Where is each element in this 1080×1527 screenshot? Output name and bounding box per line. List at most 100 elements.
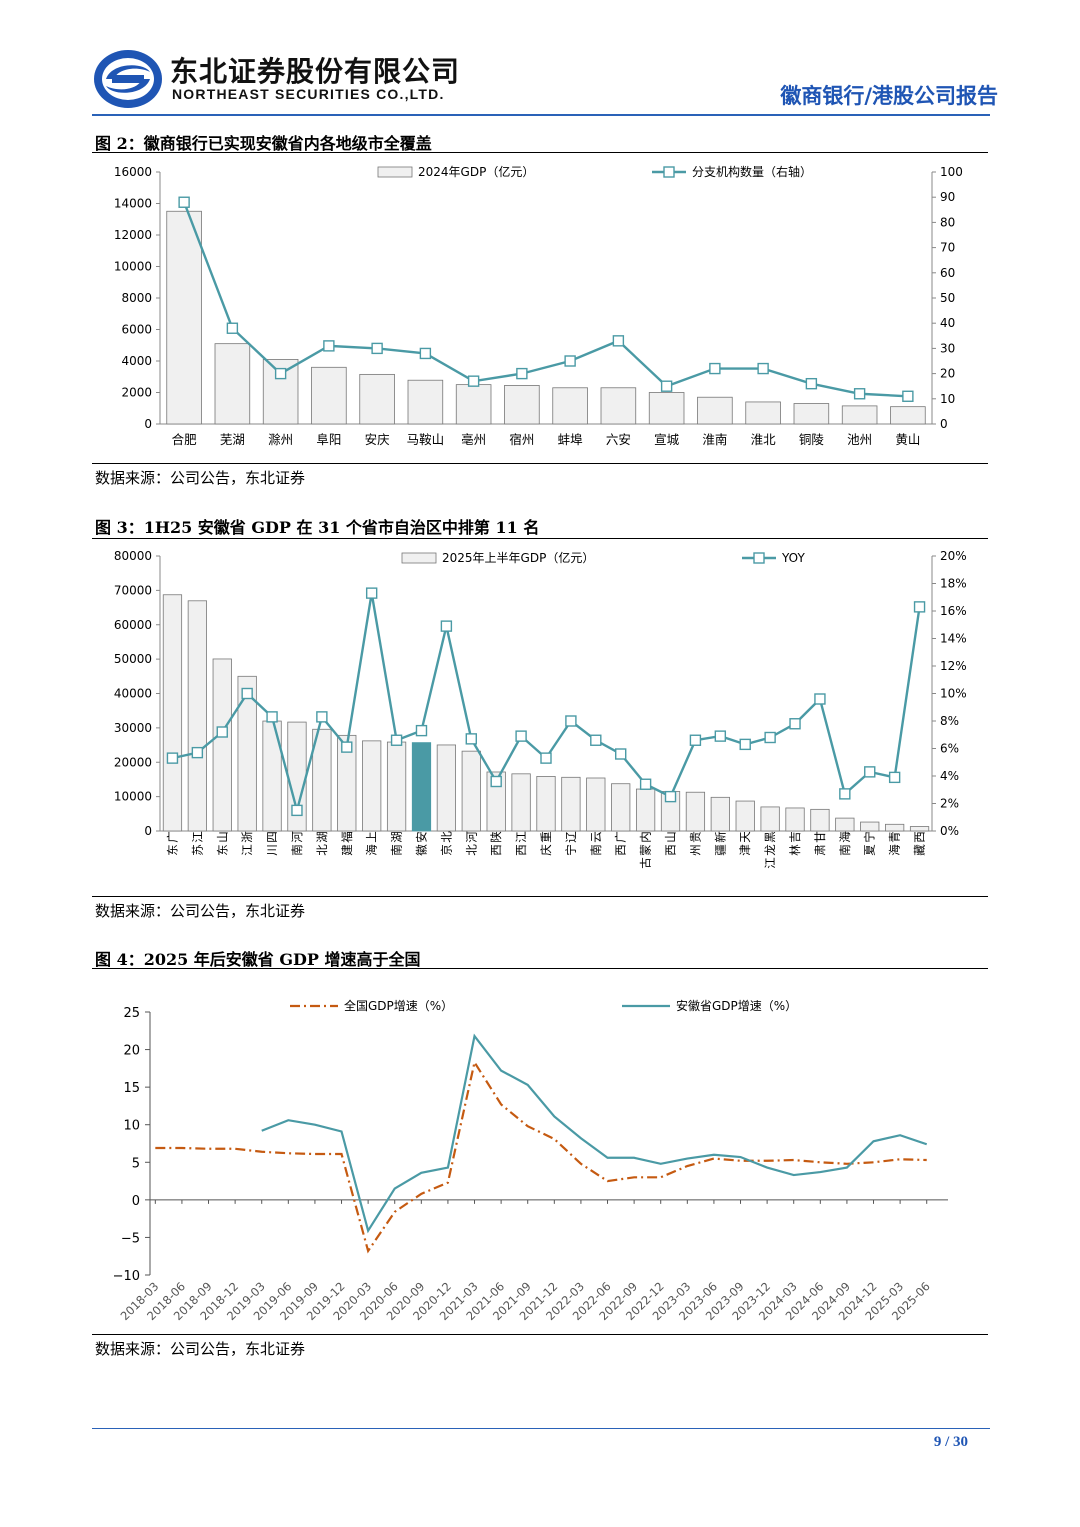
line-marker — [660, 380, 673, 392]
y-left-tick-label: 8000 — [121, 291, 152, 305]
y-left-tick-label: 0 — [144, 824, 152, 838]
bar — [359, 373, 395, 425]
y-right-tick-label: 40 — [940, 316, 955, 330]
x-tick-label: 新 — [713, 831, 727, 843]
y-right-tick-label: 18% — [940, 577, 967, 591]
line-marker — [902, 390, 914, 402]
bar — [561, 776, 581, 832]
x-tick-label: 西 — [514, 844, 528, 856]
y-right-tick-label: 90 — [940, 190, 955, 204]
x-tick-label: 陕 — [489, 831, 503, 843]
bar — [909, 826, 930, 832]
figure-3-top-rule — [92, 538, 988, 539]
x-tick-label: 芜湖 — [220, 432, 245, 447]
y-right-tick-label: 6% — [940, 742, 959, 756]
bar — [214, 343, 251, 425]
x-tick-label: 重 — [539, 831, 553, 843]
y-left-tick-label: 0 — [144, 417, 152, 431]
y-right-tick-label: 14% — [940, 632, 967, 646]
x-tick-label: 西 — [489, 844, 503, 856]
line-marker — [714, 730, 727, 742]
x-tick-label: 浙 — [240, 831, 254, 843]
x-tick-label: 淮南 — [702, 432, 727, 447]
figure-2-chart: 0 2000 4000 6000 8000 10000 12000 14000 16000 0 10… — [114, 164, 963, 447]
y-right-tick-label: 20 — [940, 367, 955, 381]
line-marker — [274, 367, 287, 380]
series-line — [183, 201, 908, 398]
y-tick-label: 5 — [132, 1156, 140, 1171]
bar — [648, 392, 685, 425]
bar — [311, 366, 347, 425]
line-marker — [419, 347, 432, 360]
line-marker — [540, 752, 552, 764]
x-tick-label: 阜阳 — [316, 432, 341, 447]
y-right-tick-label: 4% — [940, 769, 959, 783]
line-marker — [864, 766, 876, 778]
page-number: 9 / 30 — [933, 1434, 968, 1450]
x-tick-label: 京 — [439, 844, 453, 856]
x-tick-label: 四 — [265, 831, 279, 843]
x-tick-label: 南 — [838, 844, 852, 856]
bar — [611, 783, 631, 832]
bar — [552, 387, 588, 425]
figure-3-title: 图 3：1H25 安徽省 GDP 在 31 个省市自治区中排第 11 名 — [95, 518, 540, 537]
bar — [187, 600, 207, 832]
legend-bar-swatch — [377, 166, 413, 178]
bar — [810, 808, 830, 832]
figure-4-title: 图 4：2025 年后安徽省 GDP 增速高于全国 — [95, 950, 421, 969]
bar — [212, 658, 232, 832]
x-tick-label: 江 — [190, 831, 204, 843]
x-tick-label: 合肥 — [172, 432, 198, 447]
bar — [697, 396, 733, 425]
x-tick-label: 云 — [589, 831, 603, 843]
x-tick-label: 池州 — [847, 432, 872, 447]
x-tick-label: 海 — [365, 844, 379, 856]
bar — [600, 387, 637, 425]
y-left-tick-label: 60000 — [114, 618, 152, 632]
x-tick-label: 庆 — [539, 844, 553, 856]
x-tick-label: 亳州 — [461, 432, 486, 447]
x-tick-label: 西 — [913, 831, 927, 843]
bar — [793, 403, 830, 425]
y-right-tick-label: 8% — [940, 714, 959, 728]
x-tick-label: 河 — [290, 831, 304, 843]
x-tick-label: 福 — [340, 831, 354, 843]
bar — [745, 401, 781, 425]
bar — [536, 776, 556, 832]
x-tick-label: 北 — [315, 844, 329, 856]
x-tick-label: 广 — [614, 831, 628, 843]
bar — [885, 823, 905, 832]
line-marker — [191, 746, 204, 759]
legend-bar-label: 2025年上半年GDP（亿元） — [442, 550, 594, 565]
x-tick-label: 北 — [439, 831, 453, 843]
x-tick-label: 北 — [464, 844, 478, 856]
header-divider — [92, 114, 990, 116]
x-tick-label: 海 — [888, 844, 902, 856]
anhui-gdp-growth-line — [261, 1033, 928, 1234]
company-logo-icon — [94, 50, 162, 108]
figure-2-top-rule — [92, 152, 988, 153]
y-left-tick-label: 10000 — [114, 260, 152, 274]
line-marker — [266, 711, 278, 723]
x-tick-label: 宁 — [863, 831, 877, 843]
legend-line-marker — [663, 166, 675, 178]
y-tick-label: −10 — [113, 1269, 140, 1284]
y-left-tick-label: 6000 — [121, 323, 152, 337]
x-tick-label: 宁 — [564, 844, 578, 856]
line-marker — [465, 733, 477, 745]
bar — [760, 806, 780, 832]
line-marker — [565, 715, 577, 727]
figure-4-top-rule — [92, 968, 988, 969]
legend-line-label: 分支机构数量（右轴） — [692, 164, 812, 179]
line-marker — [365, 587, 378, 599]
line-marker — [913, 601, 926, 613]
x-tick-label: 青 — [888, 831, 902, 843]
y-tick-label: 20 — [123, 1044, 140, 1059]
y-tick-label: 10 — [123, 1119, 140, 1134]
company-name-en: NORTHEAST SECURITIES CO.,LTD. — [172, 86, 445, 102]
line-marker — [615, 748, 627, 760]
x-tick-label: 宣城 — [654, 432, 680, 447]
figure-2-title: 图 2：徽商银行已实现安徽省内各地级市全覆盖 — [95, 134, 432, 153]
line-marker — [241, 687, 253, 700]
figure-4-source: 数据来源：公司公告，东北证券 — [95, 1340, 306, 1358]
